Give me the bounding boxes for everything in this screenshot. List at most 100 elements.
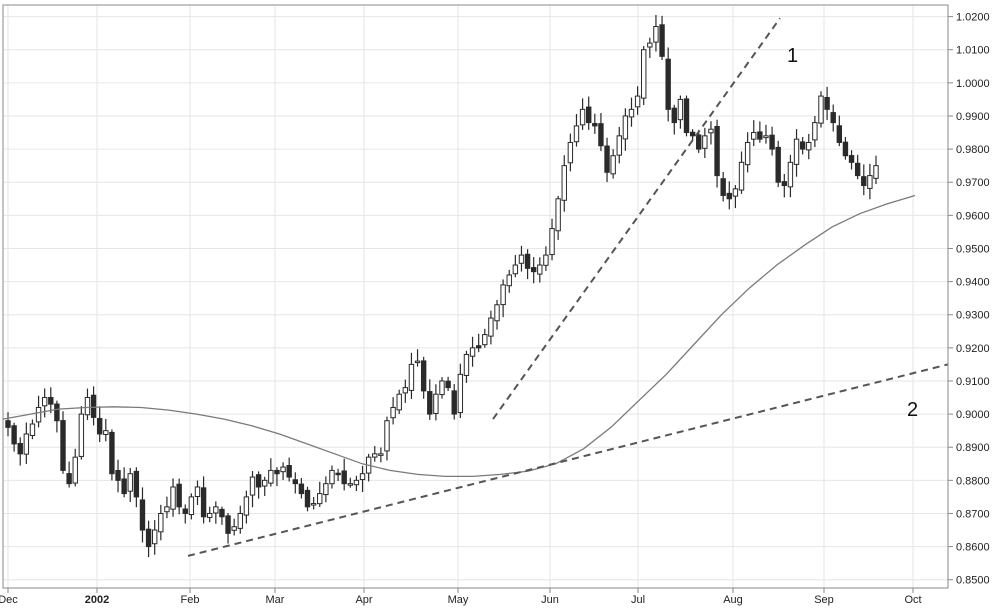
candle-body xyxy=(280,466,286,473)
candle-body xyxy=(799,141,806,150)
candle-body xyxy=(139,499,146,531)
candle-body xyxy=(84,397,91,416)
candle-body xyxy=(482,334,488,346)
candle-body xyxy=(60,420,66,471)
candle-body xyxy=(586,106,592,124)
candle-body xyxy=(41,397,48,407)
candle-body xyxy=(329,469,335,485)
candle-body xyxy=(689,131,696,137)
y-tick-label: 0.9900 xyxy=(956,111,990,123)
candle-body xyxy=(561,165,567,201)
y-tick-label: 1.0100 xyxy=(956,45,990,57)
candle-body xyxy=(769,134,775,150)
y-tick-label: 0.9000 xyxy=(956,409,990,421)
candle-body xyxy=(170,486,176,510)
candle-body xyxy=(433,393,439,414)
candle-body xyxy=(463,353,470,376)
candle-body xyxy=(152,529,158,545)
x-axis: Dec 2002 Feb Mar Apr May Jun Jul Aug Sep Oct xyxy=(0,588,922,606)
candle-body xyxy=(11,425,17,445)
plot-area-frame xyxy=(2,4,949,589)
candle-body xyxy=(469,347,476,357)
candle-body xyxy=(775,146,781,183)
candle-body xyxy=(457,373,464,414)
candle-body xyxy=(90,394,97,418)
candle-body xyxy=(207,512,213,518)
candle-body xyxy=(347,483,354,486)
candle-body xyxy=(622,115,629,140)
candle-body xyxy=(23,433,30,455)
candle-body xyxy=(231,526,237,531)
candle-body xyxy=(500,284,506,306)
candle-body xyxy=(48,397,54,405)
candle-body xyxy=(390,406,396,419)
candle-body xyxy=(555,198,561,232)
candle-body xyxy=(359,473,366,481)
candle-body xyxy=(665,58,671,110)
y-tick-label: 0.9800 xyxy=(956,144,990,156)
trendline-2 xyxy=(187,363,949,557)
candle-body xyxy=(757,131,763,140)
candle-body xyxy=(225,515,231,534)
candle-body xyxy=(72,456,78,484)
candle-body xyxy=(445,380,451,389)
candle-body xyxy=(647,42,653,48)
grid-lines xyxy=(3,5,948,588)
x-tick-label: Jun xyxy=(541,594,559,606)
candle-body xyxy=(372,453,378,458)
candle-body xyxy=(292,479,298,485)
y-tick-label: 0.9100 xyxy=(956,376,990,388)
candle-body xyxy=(842,141,849,157)
candle-body xyxy=(335,472,341,476)
y-tick-label: 0.8900 xyxy=(956,442,990,454)
candle-body xyxy=(659,24,665,57)
y-tick-label: 0.9400 xyxy=(956,277,990,289)
candle-body xyxy=(200,487,207,518)
candle-body xyxy=(109,431,115,475)
candle-body xyxy=(854,162,861,177)
y-tick-label: 1.0000 xyxy=(956,78,990,90)
candle-body xyxy=(158,512,164,533)
candle-body xyxy=(420,360,427,392)
candle-body xyxy=(213,506,219,514)
candle-body xyxy=(818,95,824,124)
candle-body xyxy=(274,469,280,475)
candle-body xyxy=(781,181,788,187)
candle-body xyxy=(543,254,549,266)
candle-body xyxy=(598,123,604,147)
candle-body xyxy=(54,403,60,422)
candle-body xyxy=(518,254,525,264)
candle-body xyxy=(115,469,121,481)
moving-average-line xyxy=(2,194,916,478)
candle-body xyxy=(806,141,812,151)
candle-body xyxy=(696,134,702,150)
candle-body xyxy=(317,493,323,505)
x-tick-label: Apr xyxy=(355,594,372,606)
candle-body xyxy=(29,423,36,436)
x-tick-label: Feb xyxy=(181,594,200,606)
candle-body xyxy=(427,391,433,415)
x-tick-label: Aug xyxy=(723,594,743,606)
candle-body xyxy=(671,107,677,124)
x-tick-label: Sep xyxy=(814,594,834,606)
candle-body xyxy=(530,267,537,273)
candle-body xyxy=(243,496,250,516)
candle-body xyxy=(610,155,616,175)
candle-body xyxy=(867,175,873,189)
candle-body xyxy=(567,141,574,164)
candle-body xyxy=(396,393,402,411)
candle-body xyxy=(720,178,726,196)
candle-body xyxy=(164,506,170,513)
candle-body xyxy=(634,95,641,108)
x-tick-label: 2002 xyxy=(85,594,109,606)
x-tick-label: Jul xyxy=(631,594,645,606)
candle-body xyxy=(176,483,182,508)
candle-body xyxy=(121,478,127,495)
y-tick-label: 0.9600 xyxy=(956,210,990,222)
candle-body xyxy=(17,442,23,455)
candle-body xyxy=(726,192,732,200)
candle-body xyxy=(408,363,415,391)
candle-body xyxy=(219,508,225,518)
candle-body xyxy=(738,161,745,191)
